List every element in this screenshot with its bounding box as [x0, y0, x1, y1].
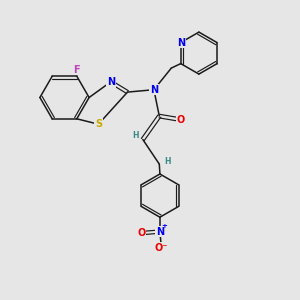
Text: F: F: [74, 64, 80, 75]
Text: N: N: [106, 77, 115, 87]
Text: O: O: [177, 115, 185, 125]
Text: N: N: [150, 85, 158, 95]
Text: O: O: [137, 228, 146, 238]
Text: +: +: [161, 223, 167, 229]
Text: H: H: [164, 157, 171, 166]
Text: N: N: [177, 38, 185, 48]
Text: N: N: [156, 226, 164, 237]
Text: O⁻: O⁻: [155, 243, 168, 253]
Text: S: S: [95, 119, 102, 129]
Text: H: H: [132, 131, 139, 140]
